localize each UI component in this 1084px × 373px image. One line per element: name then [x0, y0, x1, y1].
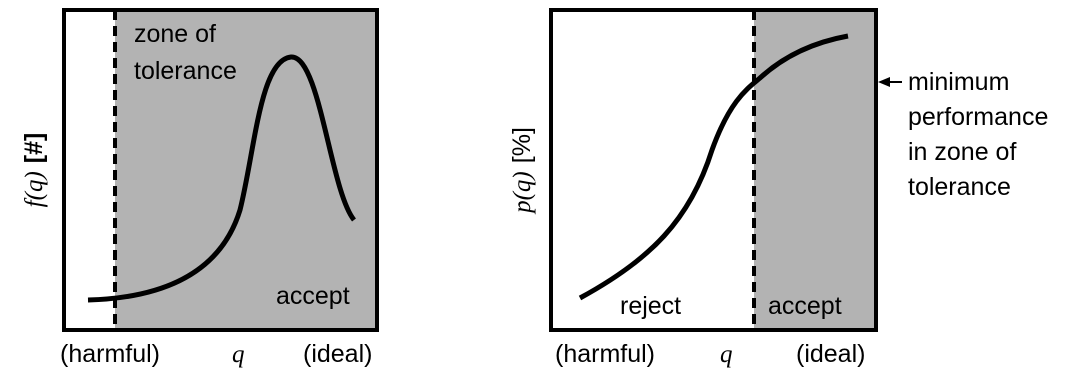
right-x-axis-symbol: q: [720, 341, 733, 368]
right-performance-curve: [578, 33, 849, 301]
left-zone-label-line2: tolerance: [134, 57, 237, 85]
right-accept-label: accept: [768, 292, 842, 320]
right-y-axis-symbol: p(q): [509, 171, 536, 215]
annotation-line1: minimum: [908, 68, 1009, 96]
annotation-line3: in zone of: [908, 138, 1016, 166]
left-accept-label: accept: [276, 282, 350, 310]
left-distribution-curve: [87, 54, 357, 303]
right-zone-of-tolerance-fill: [754, 10, 876, 330]
left-y-axis-unit: [#]: [20, 133, 48, 164]
annotation-line2: performance: [908, 103, 1048, 131]
annotation-arrow-head-icon: [878, 77, 890, 87]
right-y-axis-label: p(q) [%]: [508, 127, 536, 215]
minimum-performance-annotation: minimum performance in zone of tolerance: [878, 68, 1048, 201]
left-zone-label-line1: zone of: [134, 20, 216, 48]
right-x-harmful-label: (harmful): [555, 340, 655, 368]
right-panel-frame: [549, 8, 878, 332]
right-x-ideal-label: (ideal): [796, 340, 865, 368]
annotation-line4: tolerance: [908, 173, 1011, 201]
right-y-axis-unit: [%]: [508, 127, 536, 163]
left-x-harmful-label: (harmful): [60, 340, 160, 368]
left-x-axis-symbol: q: [232, 341, 245, 368]
right-reject-label: reject: [620, 292, 681, 320]
left-y-axis-label: f(q) [#]: [20, 133, 48, 208]
left-panel-frame: [62, 8, 379, 332]
right-panel: reject accept p(q) [%] (harmful) q (idea…: [508, 8, 878, 368]
left-y-axis-symbol: f(q): [21, 171, 48, 207]
left-x-ideal-label: (ideal): [303, 340, 372, 368]
left-panel: zone of tolerance accept f(q) [#] (harmf…: [20, 8, 379, 368]
